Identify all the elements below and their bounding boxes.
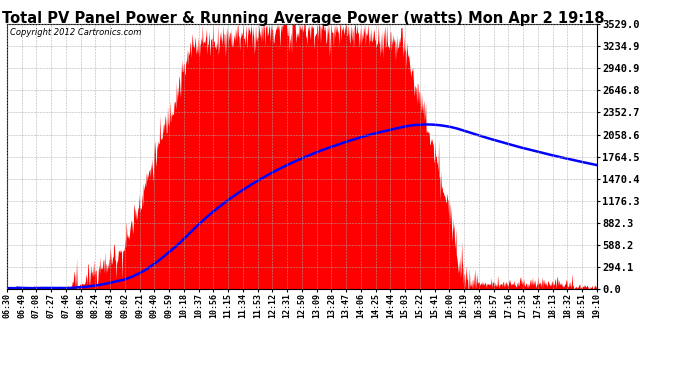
Text: Copyright 2012 Cartronics.com: Copyright 2012 Cartronics.com [10,28,141,38]
Text: Total PV Panel Power & Running Average Power (watts) Mon Apr 2 19:18: Total PV Panel Power & Running Average P… [2,11,605,26]
